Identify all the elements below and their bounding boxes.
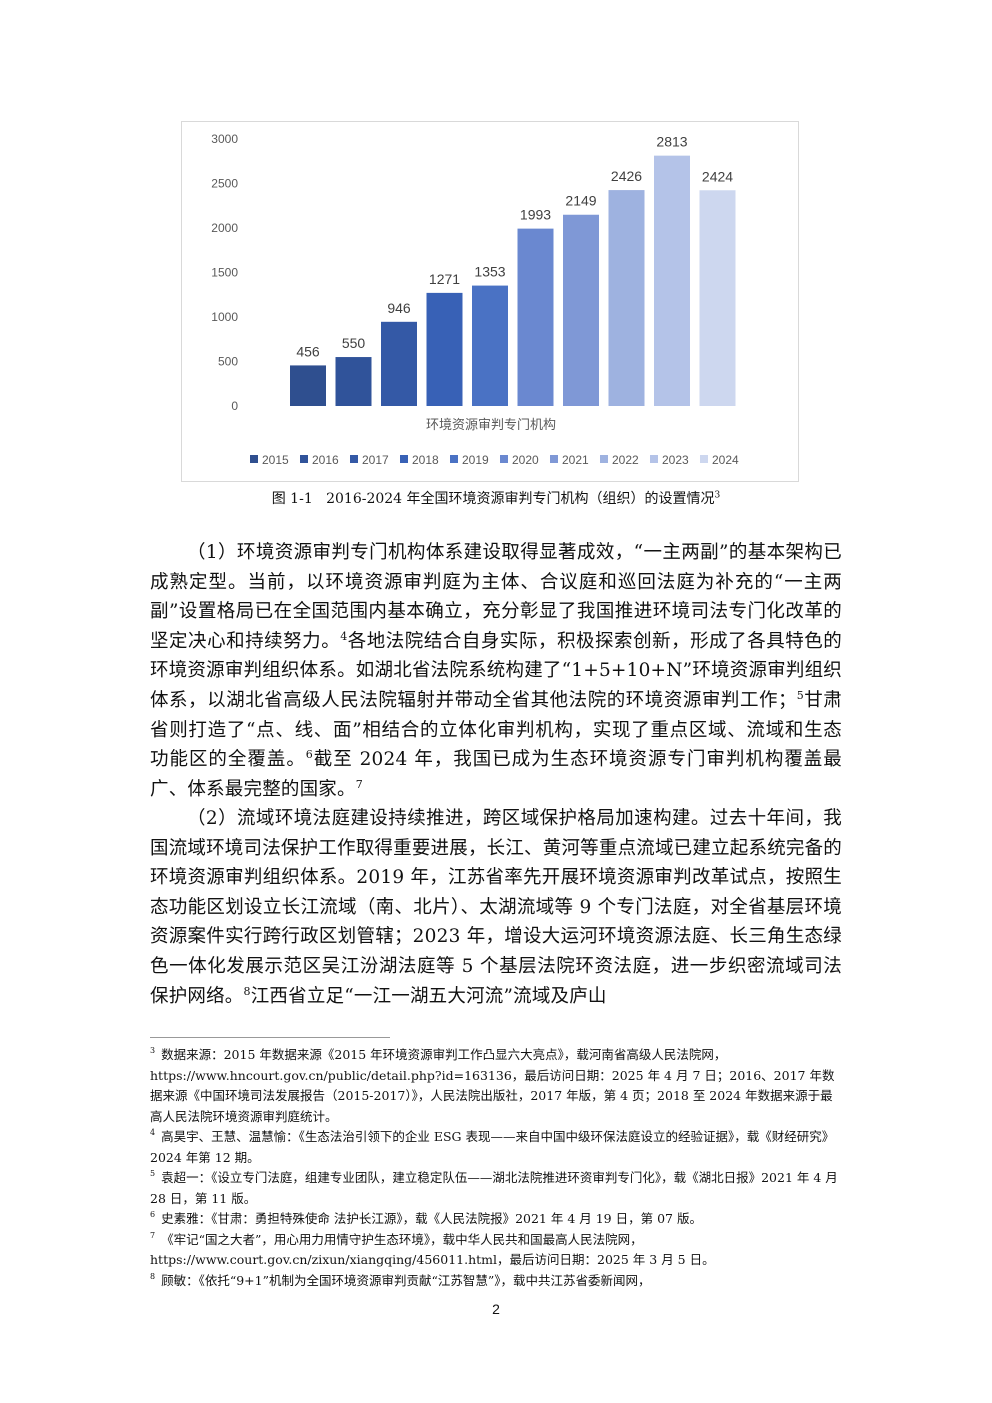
chart-container: 0 500 1000 1500 2000 2500 3000 456 550 946 1271 135… (181, 121, 799, 482)
y-tick-label: 1500 (211, 266, 238, 280)
footnote-ref: 8 (243, 984, 251, 998)
data-label: 946 (387, 300, 411, 316)
y-tick-label: 3000 (211, 132, 238, 146)
y-tick-label: 2500 (211, 177, 238, 191)
legend-swatch-2017 (350, 455, 358, 463)
data-label: 550 (342, 335, 366, 351)
legend-swatch-2023 (650, 455, 658, 463)
legend-swatch-2024 (700, 455, 708, 463)
legend-label: 2019 (462, 453, 489, 467)
footnote-number: 3 (150, 1046, 156, 1055)
footnote-separator (150, 1037, 390, 1038)
bar-chart: 0 500 1000 1500 2000 2500 3000 456 550 946 1271 135… (211, 132, 739, 467)
footnote-ref: 4 (340, 629, 348, 643)
bar-2018 (426, 292, 463, 406)
footnote-text: 《牢记“国之大者”，用心用力用情守护生态环境》，载中华人民共和国最高人民法院网，… (150, 1231, 715, 1268)
page-number: 2 (492, 1301, 500, 1317)
footnote-ref: 6 (305, 748, 313, 761)
bar-2022 (608, 190, 645, 406)
bar-2016 (335, 357, 372, 406)
data-label: 2426 (611, 168, 642, 184)
bar-2023 (654, 155, 690, 406)
footnote-text: 顾敏：《依托“9+1”机制为全国环境资源审判贡献“江苏智慧”》，载中共江苏省委新… (161, 1272, 651, 1288)
legend-swatch-2022 (600, 455, 608, 463)
bar-2019 (472, 285, 508, 406)
footnotes: 3 数据来源：2015 年数据来源《2015 年环境资源审判工作凸显六大亮点》，载… (150, 1045, 842, 1291)
data-label: 456 (296, 343, 320, 359)
paragraph-1: （1）环境资源审判专门机构体系建设取得显著成效，“一主两副”的基本架构已成熟定型… (150, 538, 842, 804)
y-tick-label: 1000 (211, 310, 238, 324)
footnote-text: 高昊宇、王慧、温慧愉：《生态法治引领下的企业 ESG 表现——来自中国中级环保法… (150, 1129, 835, 1165)
footnote: 4 高昊宇、王慧、温慧愉：《生态法治引领下的企业 ESG 表现——来自中国中级环保… (150, 1127, 842, 1168)
footnote-number: 4 (150, 1128, 156, 1137)
legend-label: 2017 (362, 453, 389, 467)
x-category-label: 环境资源审判专门机构 (426, 418, 556, 433)
legend-label: 2016 (312, 453, 339, 467)
caption-label: 图 1-1 (271, 491, 313, 507)
footnote-number: 5 (150, 1169, 156, 1178)
bar-2021 (563, 214, 599, 406)
legend-swatch-2015 (250, 455, 258, 463)
legend-label: 2023 (662, 453, 689, 467)
paragraph-text: （1）环境资源审判专门机构体系建设取得显著成效，“一主两副”的基本架构已成熟定型… (150, 542, 842, 652)
legend-swatch-2018 (400, 455, 408, 463)
legend-label: 2024 (712, 453, 739, 467)
legend-swatch-2020 (500, 455, 508, 463)
legend-label: 2015 (262, 453, 289, 467)
data-label: 2149 (565, 193, 596, 209)
paragraph-text: 截至 2024 年，我国已成为生态环境资源专门审判机构覆盖最广、体系最完整的国家… (150, 749, 842, 800)
legend-label: 2018 (412, 453, 439, 467)
y-tick-label: 2000 (211, 221, 238, 235)
footnote-text: 数据来源：2015 年数据来源《2015 年环境资源审判工作凸显六大亮点》，载河… (150, 1047, 835, 1124)
caption-text: 2016-2024 年全国环境资源审判专门机构（组织）的设置情况 (326, 491, 715, 507)
y-tick-label: 0 (231, 399, 238, 413)
legend-swatch-2019 (450, 455, 458, 463)
data-label: 2813 (656, 134, 687, 150)
footnote: 7 《牢记“国之大者”，用心用力用情守护生态环境》，载中华人民共和国最高人民法院网… (150, 1230, 842, 1271)
data-label: 1271 (429, 271, 460, 287)
footnote-text: 袁超一：《设立专门法庭，组建专业团队，建立稳定队伍——湖北法院推进环资审判专门化… (150, 1170, 838, 1206)
figure-caption: 图 1-1 2016-2024 年全国环境资源审判专门机构（组织）的设置情况3 (0, 488, 992, 508)
data-label: 1353 (474, 264, 505, 280)
footnote: 3 数据来源：2015 年数据来源《2015 年环境资源审判工作凸显六大亮点》，载… (150, 1045, 842, 1127)
paragraph-text: （2）流域环境法庭建设持续推进，跨区域保护格局加速构建。过去十年间，我国流域环境… (150, 808, 842, 1007)
footnote-number: 6 (150, 1210, 156, 1219)
y-tick-label: 500 (218, 355, 238, 369)
bar-2020 (517, 228, 554, 406)
legend-swatch-2016 (300, 455, 308, 463)
legend-label: 2022 (612, 453, 639, 467)
footnote: 5 袁超一：《设立专门法庭，组建专业团队，建立稳定队伍——湖北法院推进环资审判专门… (150, 1168, 842, 1209)
data-label: 2424 (702, 168, 733, 184)
footnote: 8 顾敏：《依托“9+1”机制为全国环境资源审判贡献“江苏智慧”》，载中共江苏省委… (150, 1271, 842, 1292)
legend-label: 2020 (512, 453, 539, 467)
footnote: 6 史素雅：《甘肃：勇担特殊使命 法护长江源》，载《人民法院报》2021 年 4 … (150, 1209, 842, 1230)
caption-footnote-ref: 3 (714, 490, 721, 501)
bar-2017 (381, 321, 417, 406)
data-label: 1993 (520, 207, 551, 223)
paragraph-text: 甘肃省则打造了“点、线、面”相结合的立体化审判机构，实现了重点区域、流域和生态功… (150, 689, 842, 771)
legend-label: 2021 (562, 453, 589, 467)
footnote-text: 史素雅：《甘肃：勇担特殊使命 法护长江源》，载《人民法院报》2021 年 4 月… (161, 1211, 702, 1226)
paragraph-text: 江西省立足“一江一湖五大河流”流域及庐山 (250, 985, 607, 1007)
paragraph-text: 各地法院结合自身实际，积极探索创新，形成了各具特色的环境资源审判组织体系。如湖北… (150, 630, 842, 711)
paragraph-2: （2）流域环境法庭建设持续推进，跨区域保护格局加速构建。过去十年间，我国流域环境… (150, 804, 842, 1011)
legend-swatch-2021 (550, 455, 558, 463)
bar-2015 (290, 365, 326, 406)
footnote-ref: 7 (355, 777, 363, 791)
bar-2024 (699, 190, 736, 406)
footnote-number: 7 (150, 1230, 156, 1240)
footnote-number: 8 (150, 1271, 156, 1281)
footnote-ref: 5 (796, 688, 804, 702)
